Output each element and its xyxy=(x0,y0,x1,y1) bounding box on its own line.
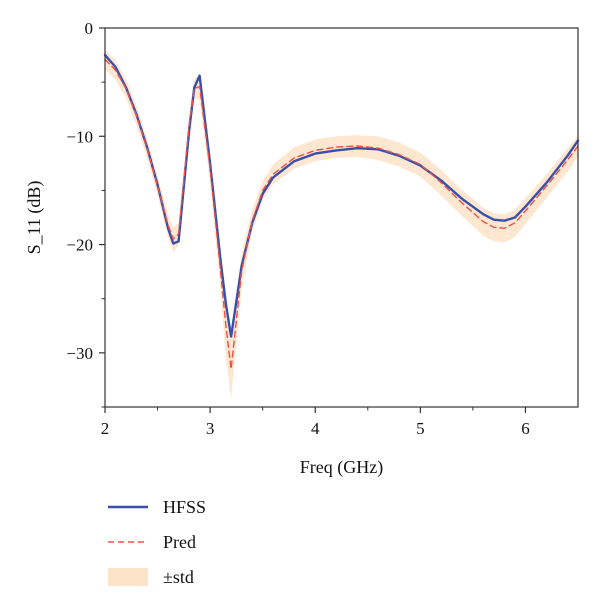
y-axis-label: S_11 (dB) xyxy=(24,181,45,255)
std-band xyxy=(105,49,578,399)
x-tick-label: 4 xyxy=(311,419,320,438)
x-tick-label: 6 xyxy=(521,419,530,438)
series-line-pred xyxy=(104,58,579,370)
x-tick-label: 2 xyxy=(101,419,110,438)
x-axis-label: Freq (GHz) xyxy=(300,457,383,478)
x-tick-label: 3 xyxy=(206,419,215,438)
y-tick-label: −30 xyxy=(66,344,93,363)
x-tick-label: 5 xyxy=(416,419,425,438)
legend-label: ±std xyxy=(163,567,194,587)
std-band-layer xyxy=(105,49,578,399)
legend-swatch-std xyxy=(108,568,148,586)
y-tick-label: −20 xyxy=(66,236,93,255)
legend-label: Pred xyxy=(163,532,196,552)
legend: HFSS Pred ±std xyxy=(108,497,206,587)
series-layer xyxy=(103,53,580,370)
series-line-hfss xyxy=(103,53,580,338)
y-tick-label: −10 xyxy=(66,127,93,146)
legend-label: HFSS xyxy=(163,497,206,517)
plot-frame xyxy=(104,27,579,408)
ticks-layer: 2 3 4 5 6 0 −10 −20 −30 xyxy=(66,19,529,438)
y-tick-label: 0 xyxy=(85,19,94,38)
